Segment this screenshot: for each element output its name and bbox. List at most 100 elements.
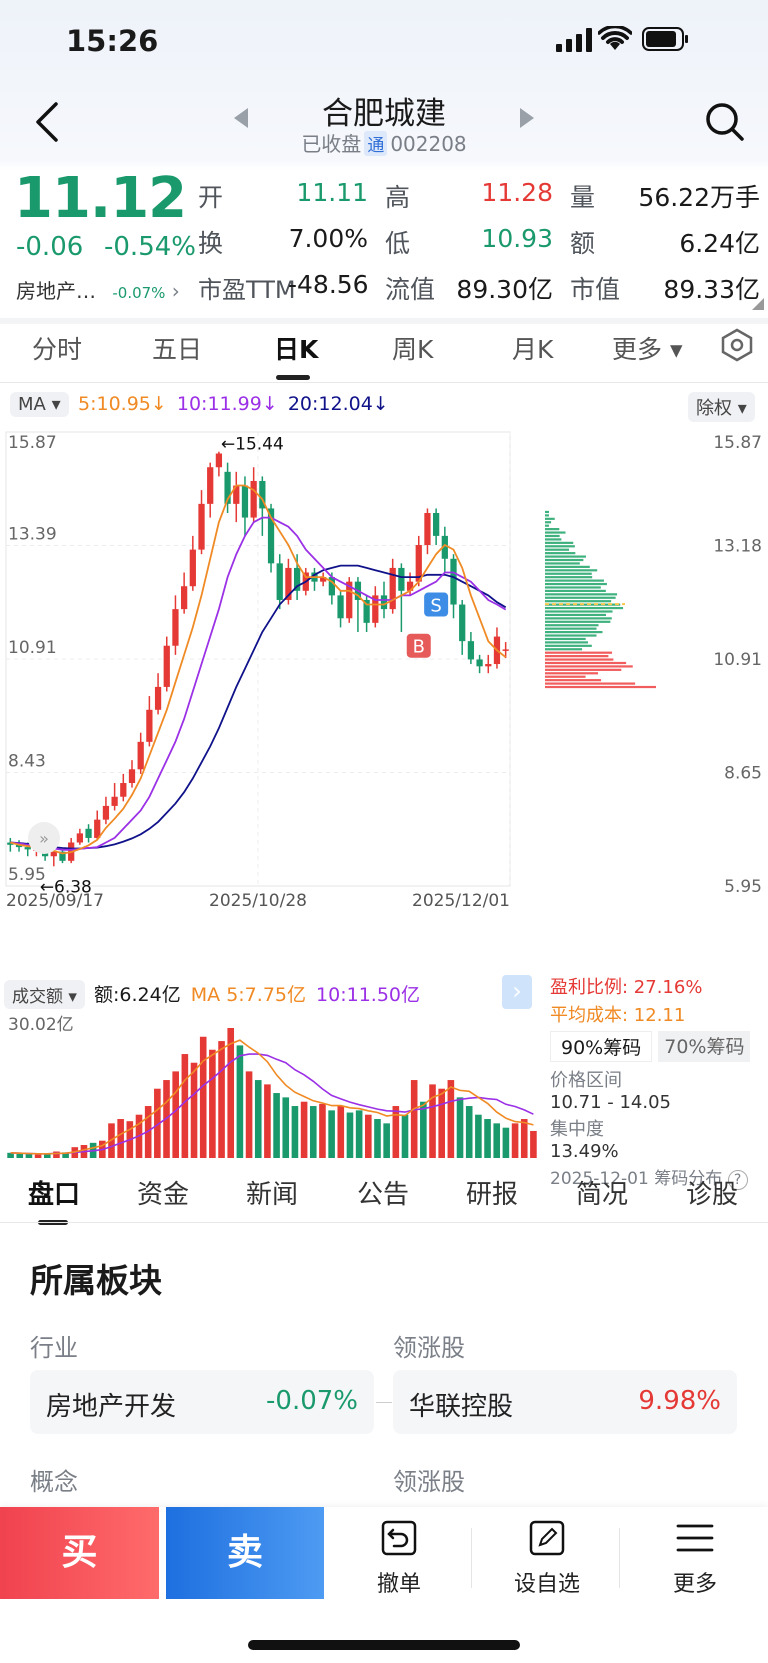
- period-tabs: 分时 五日 日K 周K 月K 更多 ▾: [0, 328, 768, 380]
- add-watchlist-button[interactable]: 设自选: [492, 1518, 602, 1598]
- battery-icon: [642, 27, 688, 51]
- volume-indicator-select[interactable]: 成交额 ▾: [4, 980, 85, 1009]
- sell-marker: [424, 592, 449, 617]
- candle-body: [502, 649, 509, 651]
- buy-marker: [406, 633, 431, 658]
- stock-subtitle: 已收盘通 002208: [0, 128, 768, 157]
- chip-bar: [545, 514, 549, 517]
- last-price: 11.12: [14, 166, 187, 231]
- price-axis-label: 15.87: [8, 433, 57, 453]
- volume-bar: [319, 1103, 326, 1158]
- chip-bar: [545, 586, 601, 589]
- prev-stock-icon[interactable]: [234, 108, 250, 128]
- connector-line: [376, 1402, 392, 1403]
- chip-bar: [545, 675, 586, 678]
- tab-more[interactable]: 更多 ▾: [612, 335, 683, 364]
- sell-button[interactable]: 卖: [166, 1507, 324, 1599]
- industry-pct: -0.07%: [266, 1386, 358, 1416]
- tab-weekly-k[interactable]: 周K: [392, 335, 434, 364]
- volume-bar: [484, 1119, 491, 1158]
- buy-marker-label: B: [413, 637, 425, 658]
- candle-body: [7, 842, 14, 845]
- candle-body: [215, 453, 223, 468]
- price-axis-label-right: 10.91: [713, 650, 762, 670]
- expand-corner-icon[interactable]: [752, 298, 764, 310]
- candle-body: [111, 796, 118, 806]
- volume-bar: [34, 1154, 42, 1158]
- adjust-select[interactable]: 除权 ▾: [688, 392, 755, 422]
- candle-body: [424, 513, 431, 546]
- volume-bar: [475, 1114, 482, 1158]
- tab-order-book[interactable]: 盘口: [28, 1174, 80, 1225]
- candle-body: [389, 567, 396, 610]
- chip-bar: [545, 617, 612, 620]
- leader-pct: 9.98%: [638, 1386, 721, 1416]
- volume-legend: 额:6.24亿 MA 5:7.75亿 10:11.50亿: [94, 980, 420, 1007]
- candle-body: [380, 595, 388, 610]
- chip-bar: [545, 545, 575, 548]
- tab-news[interactable]: 新闻: [246, 1180, 299, 1210]
- chip-tab-90[interactable]: 90%筹码: [550, 1031, 653, 1062]
- tab-daily-k[interactable]: 日K: [274, 330, 318, 380]
- volume-chart[interactable]: [0, 1010, 542, 1160]
- concentration-label: 集中度: [550, 1119, 604, 1140]
- more-button[interactable]: 更多: [640, 1518, 750, 1598]
- tab-diagnosis[interactable]: 诊股: [686, 1180, 739, 1210]
- candle-body: [172, 609, 179, 646]
- cancel-order-button[interactable]: 撤单: [344, 1518, 454, 1598]
- next-stock-icon[interactable]: [518, 108, 534, 128]
- candle-body: [398, 567, 405, 591]
- volume-bar: [365, 1114, 372, 1158]
- chip-bar: [545, 517, 555, 520]
- chip-bar: [545, 589, 606, 593]
- high-value: 11.28: [481, 178, 553, 207]
- volume-bar: [282, 1097, 290, 1158]
- status-time: 15:26: [66, 24, 159, 58]
- volume-bar: [273, 1093, 280, 1158]
- kline-chart[interactable]: 15.87 13.39 10.91 8.43 5.95 15.87 13.18 10.91 8.…: [0, 428, 768, 968]
- leader-card[interactable]: 华联控股 9.98%: [393, 1370, 737, 1434]
- tab-intraday[interactable]: 分时: [32, 335, 83, 364]
- cancel-order-label: 撤单: [376, 1572, 421, 1597]
- back-icon[interactable]: [34, 102, 60, 142]
- candle-body: [224, 471, 231, 504]
- price-axis-label: 13.39: [8, 525, 57, 545]
- tab-five-day[interactable]: 五日: [152, 335, 203, 364]
- candle-body: [207, 467, 214, 504]
- candle-body: [233, 485, 240, 504]
- volume-bar: [410, 1080, 418, 1158]
- more-label: 更多: [672, 1572, 717, 1597]
- candle-body: [137, 741, 144, 770]
- scroll-back-icon-glyph: »: [39, 829, 49, 848]
- sector-link[interactable]: 房地产… -0.07% ›: [16, 275, 180, 304]
- buy-button[interactable]: 买: [0, 1507, 159, 1599]
- tab-research[interactable]: 研报: [466, 1180, 519, 1210]
- volume-bar: [520, 1119, 528, 1158]
- chart-settings-icon[interactable]: [720, 328, 754, 362]
- candle-body: [259, 480, 266, 509]
- volume-bar: [346, 1112, 354, 1158]
- candle-body: [94, 819, 101, 838]
- volume-bar: [392, 1106, 400, 1158]
- help-icon[interactable]: ?: [727, 1170, 748, 1190]
- chip-tab-70[interactable]: 70%筹码: [658, 1031, 751, 1062]
- stock-name: 合肥城建: [322, 96, 446, 132]
- tab-funds[interactable]: 资金: [137, 1180, 190, 1210]
- volume-bar: [16, 1153, 24, 1158]
- ma10-value: 10:11.99↓: [176, 393, 278, 415]
- tab-announcements[interactable]: 公告: [357, 1180, 410, 1210]
- volume-bar: [401, 1114, 409, 1158]
- volume-bar: [328, 1110, 335, 1158]
- industry-card[interactable]: 房地产开发 -0.07%: [30, 1370, 374, 1434]
- price-change-pct: -0.54%: [104, 232, 196, 262]
- info-tabs: 盘口 资金 新闻 公告 研报 简况 诊股: [0, 1174, 768, 1226]
- indicator-select[interactable]: MA ▾: [10, 392, 69, 417]
- expand-panel-button[interactable]: ›: [502, 975, 532, 1009]
- tab-monthly-k[interactable]: 月K: [512, 335, 554, 364]
- high-label: 高: [385, 183, 411, 212]
- search-icon[interactable]: [705, 102, 745, 142]
- concept-leader-label: 领涨股: [393, 1468, 465, 1496]
- chip-bar: [545, 630, 603, 634]
- tab-profile[interactable]: 简况: [576, 1180, 629, 1210]
- industry-label: 行业: [30, 1334, 78, 1362]
